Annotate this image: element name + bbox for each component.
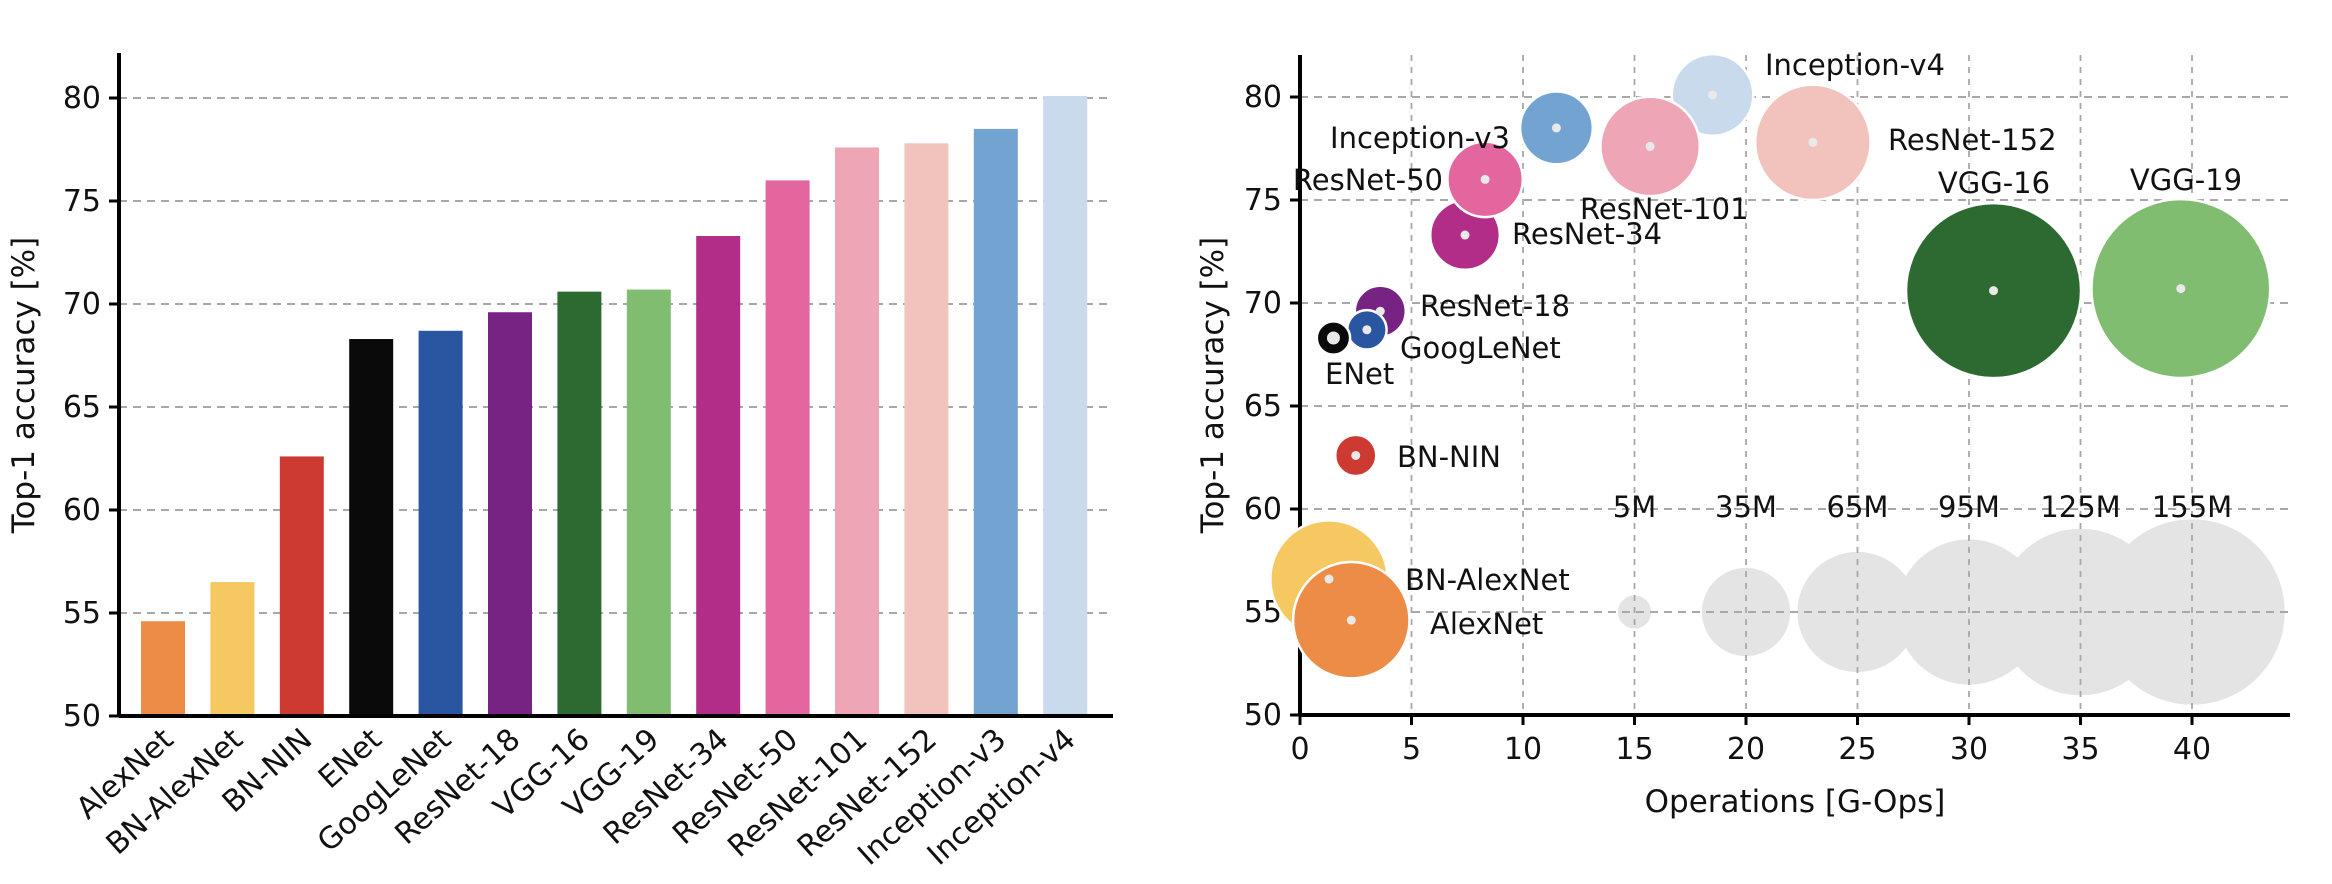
y-tick-label-70: 70 — [63, 287, 101, 322]
bar-chart-top1-accuracy: 50556065707580AlexNetBN-AlexNetBN-NINENe… — [6, 53, 1113, 873]
bubble-label-bn-nin: BN-NIN — [1397, 440, 1501, 474]
bar-chart-y-axis-title: Top-1 accuracy [%] — [6, 237, 42, 534]
bubble-label-inception-v3: Inception-v3 — [1330, 121, 1510, 155]
bar-chart-bars — [141, 95, 1088, 716]
bubble-chart-point-labels: Inception-v4 ResNet-152 ResNet-101 Inceptio… — [1293, 48, 2242, 641]
bubble-dot-bn-nin — [1351, 450, 1361, 460]
x-tick-label-40: 40 — [2173, 732, 2211, 767]
bubble-label-resnet-101: ResNet-101 — [1580, 192, 1749, 226]
bubble-label-resnet-152: ResNet-152 — [1888, 123, 2057, 157]
bubble-chart-points — [1269, 52, 2272, 680]
bubble-label-alexnet: AlexNet — [1430, 607, 1543, 641]
bubble-dot-enet — [1326, 331, 1340, 345]
bubble-dot-inception-v4 — [1708, 90, 1718, 100]
bubble-dot-resnet-101 — [1645, 141, 1655, 151]
bubble-label-vgg-19: VGG-19 — [2130, 163, 2242, 197]
y-tick-label-50: 50 — [63, 699, 101, 734]
bubble-label-bn-alexnet: BN-AlexNet — [1405, 563, 1570, 597]
size-legend-label-155m: 155M — [2152, 490, 2232, 524]
bar-resnet-101 — [835, 147, 879, 716]
bubble-label-resnet-34: ResNet-34 — [1512, 217, 1662, 251]
bar-chart-gridlines — [119, 97, 1113, 614]
bar-googlenet — [418, 330, 463, 716]
y-tick-label-60: 60 — [1244, 492, 1282, 527]
y-tick-label-80: 80 — [63, 81, 101, 116]
bubble-dot-vgg-16 — [1989, 286, 1999, 296]
x-tick-label-0: 0 — [1290, 732, 1309, 767]
bubble-label-enet: ENet — [1325, 357, 1394, 391]
y-tick-label-75: 75 — [1244, 183, 1282, 218]
bar-resnet-50 — [765, 180, 810, 716]
x-tick-label-30: 30 — [1950, 732, 1988, 767]
bubble-chart-y-axis-title: Top-1 accuracy [%] — [1195, 237, 1231, 534]
bar-bn-nin — [279, 456, 324, 716]
y-tick-label-70: 70 — [1244, 286, 1282, 321]
bubble-label-resnet-18: ResNet-18 — [1420, 289, 1570, 323]
bar-enet — [349, 339, 394, 716]
bar-inception-v3 — [973, 128, 1018, 716]
y-tick-label-60: 60 — [63, 493, 101, 528]
bubble-dot-googlenet — [1362, 325, 1372, 335]
bubble-dot-bn-alexnet — [1324, 574, 1334, 584]
x-tick-label-20: 20 — [1727, 732, 1765, 767]
bubble-dot-alexnet — [1346, 615, 1356, 625]
bubble-dot-resnet-152 — [1808, 137, 1818, 147]
bubble-chart-x-axis-title: Operations [G-Ops] — [1645, 784, 1946, 820]
y-tick-label-75: 75 — [63, 184, 101, 219]
y-tick-label-80: 80 — [1244, 80, 1282, 115]
bar-resnet-152 — [904, 143, 949, 716]
bubble-dot-vgg-19 — [2176, 284, 2186, 294]
y-tick-label-55: 55 — [63, 596, 101, 631]
bubble-dot-resnet-34 — [1460, 230, 1470, 240]
bar-vgg-16 — [557, 291, 602, 716]
bubble-dot-inception-v3 — [1551, 123, 1561, 133]
size-legend-label-125m: 125M — [2040, 490, 2120, 524]
bubble-label-vgg-16: VGG-16 — [1938, 166, 2050, 200]
y-tick-label-65: 65 — [63, 390, 101, 425]
size-legend-label-5m: 5M — [1613, 490, 1656, 524]
y-tick-label-65: 65 — [1244, 389, 1282, 424]
bubble-label-resnet-50: ResNet-50 — [1293, 163, 1443, 197]
bar-resnet-18 — [488, 312, 532, 716]
size-legend-label-65m: 65M — [1827, 490, 1889, 524]
bubble-dot-resnet-18 — [1375, 306, 1385, 316]
bar-vgg-19 — [626, 289, 671, 716]
x-tick-label-10: 10 — [1504, 732, 1542, 767]
x-tick-label-5: 5 — [1402, 732, 1421, 767]
size-legend-label-35m: 35M — [1715, 490, 1777, 524]
x-tick-label-15: 15 — [1615, 732, 1653, 767]
bar-alexnet — [141, 621, 185, 716]
bubble-label-googlenet: GoogLeNet — [1400, 331, 1561, 365]
bar-resnet-34 — [696, 236, 741, 716]
bubble-dot-resnet-50 — [1480, 174, 1490, 184]
y-tick-label-50: 50 — [1244, 698, 1282, 733]
bar-inception-v4 — [1043, 95, 1088, 716]
size-legend-label-95m: 95M — [1938, 490, 2000, 524]
bubble-label-inception-v4: Inception-v4 — [1765, 48, 1945, 82]
bar-bn-alexnet — [210, 582, 255, 716]
x-tick-label-25: 25 — [1838, 732, 1876, 767]
x-tick-label-35: 35 — [2061, 732, 2099, 767]
